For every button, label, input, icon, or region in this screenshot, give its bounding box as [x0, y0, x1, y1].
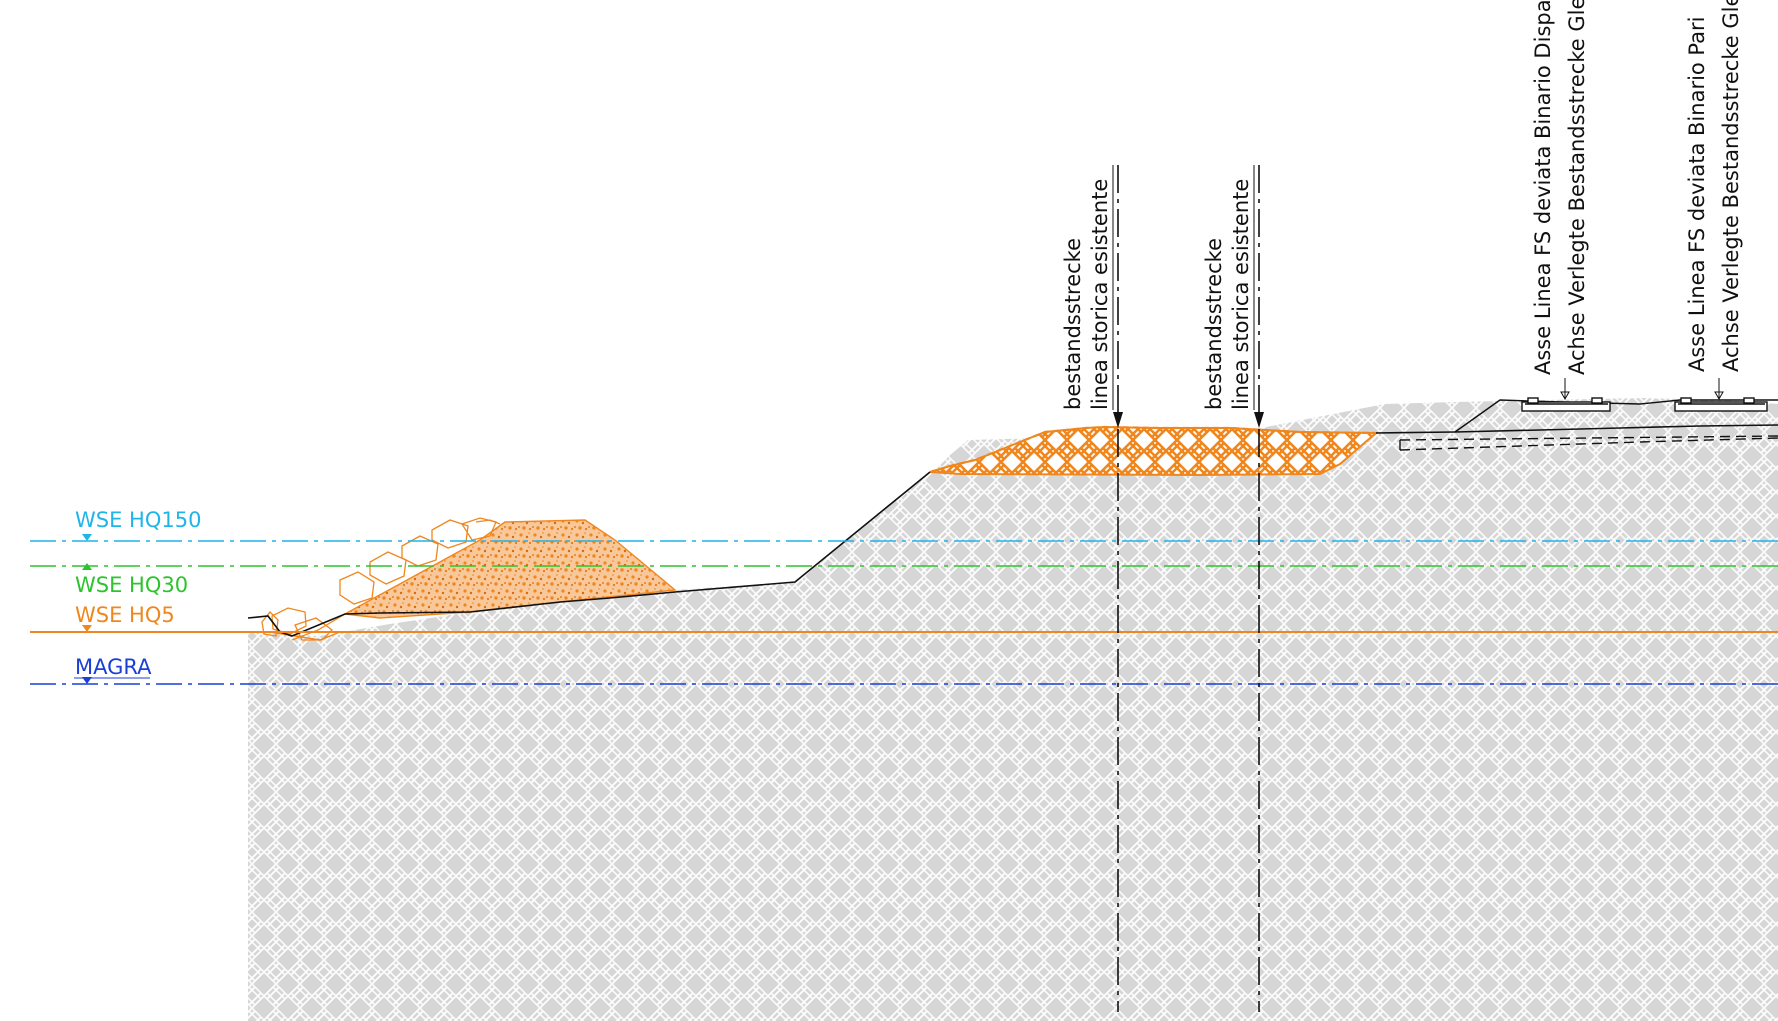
existing-2-label-de: bestandsstrecke [1202, 238, 1226, 410]
ground-body [248, 398, 1778, 1021]
magra-label: MAGRA [75, 655, 152, 679]
hq5-label: WSE HQ5 [75, 603, 175, 627]
hq150-label: WSE HQ150 [75, 508, 201, 532]
track-1-label-de: Achse Verlegte Bestandsstrecke Gleis 1 [1565, 0, 1589, 375]
existing-1-label-de: bestandsstrecke [1061, 238, 1085, 410]
track-1-label-it: Asse Linea FS deviata Binario Dispari [1531, 0, 1555, 375]
magra-marker [82, 677, 92, 684]
ground-profile [247, 471, 931, 637]
track-2-label-it: Asse Linea FS deviata Binario Pari [1685, 17, 1709, 373]
hq150-marker [82, 534, 92, 541]
track-2-rails [1674, 397, 1768, 412]
hq5-marker [82, 625, 92, 632]
hq30-marker [82, 563, 92, 570]
existing-2-label-it: linea storica esistente [1229, 179, 1253, 410]
hq30-label: WSE HQ30 [75, 573, 188, 597]
existing-1-label-it: linea storica esistente [1088, 179, 1112, 410]
track-1-rails [1521, 397, 1611, 412]
track-2-label-de: Achse Verlegte Bestandsstrecke Gleis 2 [1719, 0, 1743, 372]
